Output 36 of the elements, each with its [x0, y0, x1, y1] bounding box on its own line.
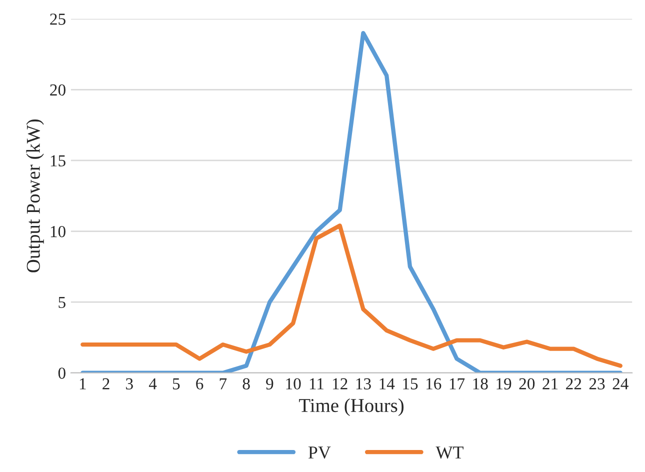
x-tick-label: 24	[612, 378, 628, 390]
y-tick-label: 0	[58, 368, 66, 379]
x-tick-label: 16	[426, 378, 442, 390]
x-tick-label: 13	[356, 378, 371, 390]
y-tick-label: 5	[58, 296, 66, 308]
x-axis-title: Time (Hours)	[299, 398, 404, 416]
x-tick-label: 21	[542, 378, 558, 390]
x-tick-label: 3	[126, 378, 133, 390]
x-tick-label: 10	[286, 378, 301, 390]
y-tick-label: 25	[50, 14, 66, 25]
x-tick-label: 20	[519, 378, 535, 390]
x-tick-label: 17	[450, 378, 465, 390]
line-series	[80, 224, 622, 368]
y-tick-label: 15	[50, 155, 66, 166]
legend-label: WT	[436, 446, 464, 459]
x-tick-label: 23	[589, 378, 605, 390]
y-tick-label: 20	[50, 84, 66, 96]
x-tick-label: 15	[403, 378, 418, 390]
x-tick-label: 9	[266, 378, 274, 390]
x-tick-label: 8	[242, 378, 250, 390]
x-tick-label: 18	[473, 378, 488, 390]
x-tick-label: 1	[80, 378, 86, 390]
x-tick-label: 19	[496, 378, 512, 390]
legend-label: PV	[308, 446, 331, 459]
line-series	[80, 30, 622, 373]
x-tick-label: 12	[332, 378, 348, 390]
x-tick-label: 22	[566, 378, 582, 390]
x-tick-label: 11	[310, 378, 324, 390]
x-tick-label: 7	[220, 378, 227, 390]
x-tick-label: 4	[148, 378, 157, 390]
x-tick-label: 2	[102, 378, 110, 390]
x-tick-label: 6	[196, 378, 204, 390]
y-axis-title: Output Power (kW)	[26, 120, 44, 272]
y-tick-label: 10	[50, 226, 66, 238]
x-tick-label: 14	[380, 378, 395, 390]
x-tick-label: 5	[172, 378, 180, 390]
